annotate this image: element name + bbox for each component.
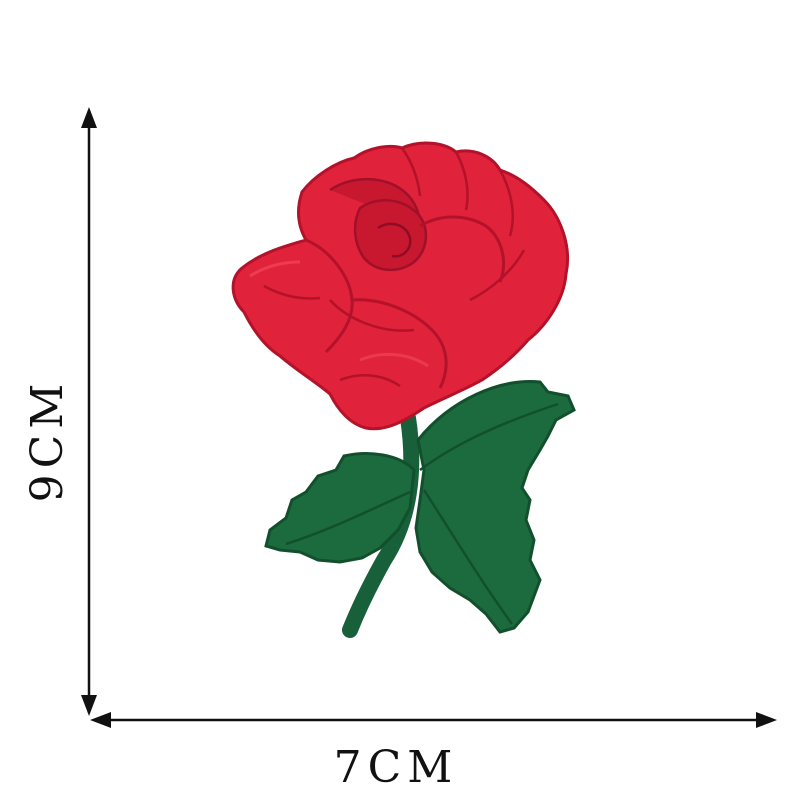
height-label: 9CM [22,378,73,503]
rose-patch-icon [231,141,576,638]
left-leaf [264,452,416,564]
width-dimension-arrow [90,712,777,728]
stem [342,410,420,638]
height-dimension-arrow [81,107,97,716]
rose-outer-petals [231,141,570,431]
right-leaf [414,380,576,634]
width-label: 7CM [334,742,459,793]
